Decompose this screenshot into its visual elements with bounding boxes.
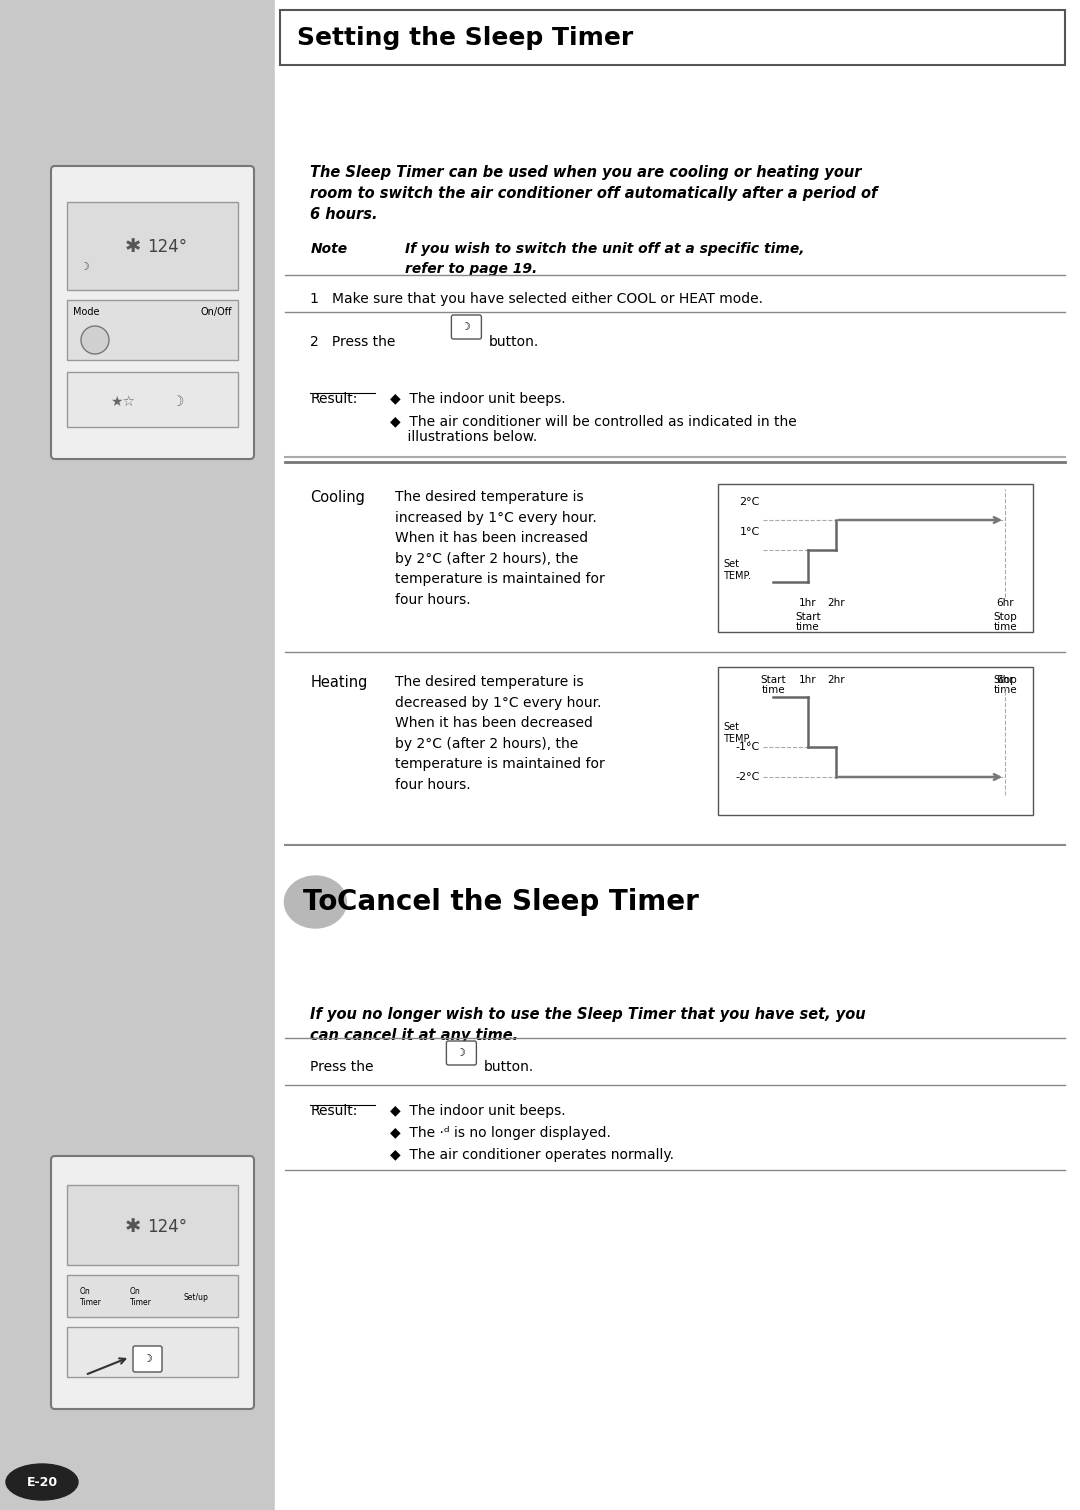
Text: ✱: ✱: [124, 1217, 140, 1237]
Text: E-20: E-20: [26, 1475, 57, 1489]
Text: 1°C: 1°C: [740, 527, 760, 538]
Text: TEMP.: TEMP.: [723, 734, 751, 744]
Text: -1°C: -1°C: [735, 741, 760, 752]
Text: 1hr: 1hr: [799, 598, 816, 609]
Bar: [281, 11, 1065, 65]
Text: 6hr: 6hr: [996, 598, 1014, 609]
Bar: [67, 300, 238, 359]
FancyBboxPatch shape: [451, 316, 482, 340]
Text: ☽: ☽: [461, 322, 471, 332]
Text: The desired temperature is
decreased by 1°C every hour.
When it has been decreas: The desired temperature is decreased by …: [395, 675, 605, 793]
Text: Result:: Result:: [310, 393, 357, 406]
Text: Stop: Stop: [994, 612, 1017, 622]
Text: ◆  The indoor unit beeps.: ◆ The indoor unit beeps.: [390, 393, 566, 406]
Bar: [67, 1327, 238, 1377]
FancyBboxPatch shape: [133, 1345, 162, 1373]
Ellipse shape: [6, 1465, 78, 1499]
Text: ◆  The indoor unit beeps.: ◆ The indoor unit beeps.: [390, 1104, 566, 1117]
Text: Mode: Mode: [73, 307, 99, 317]
Text: ☽: ☽: [143, 1354, 153, 1364]
Text: Set: Set: [723, 722, 739, 732]
FancyBboxPatch shape: [51, 1157, 254, 1409]
Text: button.: button.: [488, 335, 539, 349]
Ellipse shape: [81, 326, 109, 353]
Text: TEMP.: TEMP.: [723, 571, 751, 581]
Text: 6hr: 6hr: [996, 675, 1014, 686]
FancyBboxPatch shape: [51, 166, 254, 459]
Text: time: time: [761, 686, 785, 695]
Bar: [67, 202, 238, 290]
Text: Press the: Press the: [310, 1060, 374, 1074]
Text: 1hr: 1hr: [799, 675, 816, 686]
Text: time: time: [796, 622, 820, 633]
Text: Stop: Stop: [994, 675, 1017, 686]
FancyBboxPatch shape: [446, 1040, 476, 1065]
Text: Cooling: Cooling: [310, 491, 365, 504]
Text: 124°: 124°: [148, 1219, 188, 1237]
Text: Set: Set: [723, 559, 739, 569]
Text: ◆  The ·ᵈ is no longer displayed.: ◆ The ·ᵈ is no longer displayed.: [390, 1126, 611, 1140]
Text: Set/up: Set/up: [183, 1293, 207, 1302]
Bar: [67, 1185, 238, 1265]
Text: Start: Start: [760, 675, 786, 686]
Text: 2   Press the: 2 Press the: [310, 335, 395, 349]
Text: button.: button.: [484, 1060, 534, 1074]
Text: time: time: [994, 622, 1016, 633]
Ellipse shape: [284, 876, 347, 929]
Text: time: time: [994, 686, 1016, 695]
Text: On
Timer: On Timer: [80, 1288, 102, 1306]
Text: Cancel the Sleep Timer: Cancel the Sleep Timer: [337, 888, 699, 917]
Text: Setting the Sleep Timer: Setting the Sleep Timer: [297, 26, 634, 50]
Text: ☽: ☽: [172, 396, 184, 409]
Text: ☽: ☽: [457, 1048, 467, 1059]
Bar: [718, 667, 1032, 815]
Text: On
Timer: On Timer: [130, 1288, 152, 1306]
Text: ✱: ✱: [124, 237, 140, 257]
Bar: [0, 0, 275, 1510]
Text: Result:: Result:: [310, 1104, 357, 1117]
Text: -2°C: -2°C: [735, 772, 760, 782]
Text: 124°: 124°: [148, 239, 188, 257]
Text: ☽: ☽: [80, 263, 90, 272]
Bar: [67, 1274, 238, 1317]
Text: The desired temperature is
increased by 1°C every hour.
When it has been increas: The desired temperature is increased by …: [395, 491, 605, 607]
Text: On/Off: On/Off: [201, 307, 232, 317]
Text: Start: Start: [795, 612, 821, 622]
Text: Note: Note: [310, 242, 348, 257]
Text: 1   Make sure that you have selected either COOL or HEAT mode.: 1 Make sure that you have selected eithe…: [310, 291, 764, 307]
Text: The Sleep Timer can be used when you are cooling or heating your
room to switch : The Sleep Timer can be used when you are…: [310, 165, 878, 222]
Text: If you wish to switch the unit off at a specific time,
refer to page 19.: If you wish to switch the unit off at a …: [405, 242, 805, 275]
Text: Heating: Heating: [310, 675, 368, 690]
Text: If you no longer wish to use the Sleep Timer that you have set, you
can cancel i: If you no longer wish to use the Sleep T…: [310, 1007, 866, 1043]
Text: ◆  The air conditioner operates normally.: ◆ The air conditioner operates normally.: [390, 1148, 674, 1163]
Text: To: To: [303, 888, 348, 917]
Text: ◆  The air conditioner will be controlled as indicated in the
    illustrations : ◆ The air conditioner will be controlled…: [390, 414, 797, 444]
Bar: [67, 371, 238, 427]
Bar: [275, 0, 1080, 1510]
Bar: [718, 485, 1032, 633]
Text: 2hr: 2hr: [827, 598, 845, 609]
Text: 2°C: 2°C: [740, 497, 760, 507]
Text: ★☆: ★☆: [110, 396, 135, 409]
Text: 2hr: 2hr: [827, 675, 845, 686]
